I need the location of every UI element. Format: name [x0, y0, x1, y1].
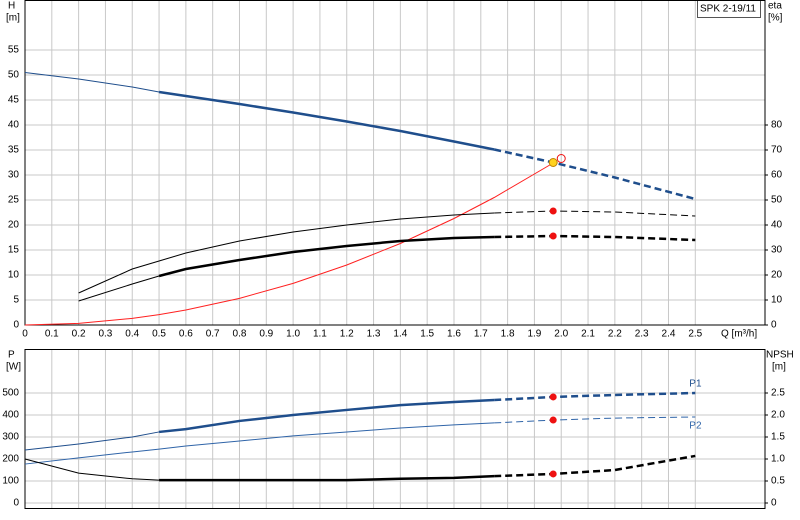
y2-tick-label: 20 — [771, 270, 783, 281]
curve — [494, 416, 696, 424]
y2-tick-label: 30 — [771, 245, 783, 256]
x-tick-label: 1.5 — [420, 329, 434, 340]
y2-tick-label: 2.0 — [771, 410, 785, 421]
x-tick-label: 0.3 — [98, 329, 112, 340]
duty-point — [549, 470, 557, 478]
curve — [494, 391, 696, 402]
y-tick-label: 400 — [2, 410, 19, 421]
y2-axis-label: eta — [768, 1, 782, 12]
curve — [494, 210, 696, 217]
x-tick-label: 0.1 — [45, 329, 59, 340]
curve — [494, 234, 696, 242]
y-tick-label: 25 — [8, 195, 20, 206]
x-tick-label: 0.5 — [152, 329, 166, 340]
y-tick-label: 300 — [2, 432, 19, 443]
plot-frame — [24, 349, 766, 509]
x-tick-label: 1.8 — [501, 329, 515, 340]
y2-tick-label: 0.5 — [771, 476, 785, 487]
y2-tick-label: 80 — [771, 120, 783, 131]
y-tick-label: 500 — [2, 388, 19, 399]
y-tick-label: 100 — [2, 476, 19, 487]
chart-title: SPK 2-19/11 — [700, 4, 756, 15]
curve — [159, 474, 495, 482]
x-tick-label: 0.9 — [259, 329, 273, 340]
curve — [78, 275, 160, 302]
x-axis-label: Q [m³/h] — [721, 329, 757, 340]
y2-axis-unit: [m] — [772, 362, 786, 373]
y-tick-label: 55 — [8, 45, 20, 56]
y-tick-label: 5 — [13, 295, 19, 306]
y-tick-label: 40 — [8, 120, 20, 131]
curve — [24, 422, 495, 465]
duty-point — [556, 154, 566, 163]
x-tick-label: 1.7 — [474, 329, 488, 340]
y2-tick-label: 0 — [771, 498, 777, 509]
curve — [493, 148, 696, 201]
x-tick-label: 1.0 — [286, 329, 300, 340]
curve — [158, 90, 495, 151]
y2-tick-label: 50 — [771, 195, 783, 206]
y2-axis-unit: [%] — [768, 13, 783, 24]
x-tick-label: 2.0 — [554, 329, 568, 340]
x-tick-label: 0.6 — [179, 329, 193, 340]
x-tick-label: 1.3 — [367, 329, 381, 340]
y-axis-label: P — [8, 350, 15, 361]
x-tick-label: 1.4 — [393, 329, 407, 340]
curve — [24, 72, 160, 93]
y2-tick-label: 60 — [771, 170, 783, 181]
series-label: P2 — [689, 421, 702, 432]
y-tick-label: 0 — [13, 320, 19, 331]
y-axis-label: H — [8, 1, 15, 12]
plot-frame — [24, 0, 766, 326]
y-tick-label: 20 — [8, 220, 20, 231]
y2-tick-label: 1.5 — [771, 432, 785, 443]
y2-axis-label: NPSH — [766, 350, 794, 361]
x-tick-label: 2.4 — [662, 329, 676, 340]
curve — [24, 431, 160, 451]
x-tick-label: 1.9 — [527, 329, 541, 340]
duty-point — [549, 416, 557, 424]
y2-tick-label: 1.0 — [771, 454, 785, 465]
x-tick-label: 2.1 — [581, 329, 595, 340]
x-tick-label: 0.4 — [125, 329, 139, 340]
duty-point — [549, 232, 557, 240]
curve — [494, 454, 696, 478]
x-tick-label: 1.1 — [313, 329, 327, 340]
x-tick-label: 0.8 — [233, 329, 247, 340]
x-tick-label: 0 — [22, 329, 28, 340]
duty-point — [549, 207, 557, 215]
y2-tick-label: 2.5 — [771, 388, 785, 399]
x-tick-label: 1.2 — [340, 329, 354, 340]
y-tick-label: 50 — [8, 70, 20, 81]
y-tick-label: 45 — [8, 95, 20, 106]
series-label: P1 — [689, 379, 702, 390]
duty-point — [548, 158, 558, 167]
y-axis-unit: [W] — [6, 362, 21, 373]
curve — [158, 235, 495, 278]
x-tick-label: 2.2 — [608, 329, 622, 340]
x-tick-label: 1.6 — [447, 329, 461, 340]
curve — [24, 458, 160, 481]
x-tick-label: 0.7 — [206, 329, 220, 340]
y-tick-label: 35 — [8, 145, 20, 156]
y-axis-unit: [m] — [6, 13, 20, 24]
curve — [78, 212, 495, 294]
y2-tick-label: 40 — [771, 220, 783, 231]
curve — [158, 398, 495, 434]
x-tick-label: 2.5 — [688, 329, 702, 340]
y2-tick-label: 70 — [771, 145, 783, 156]
y-tick-label: 200 — [2, 454, 19, 465]
y-tick-label: 10 — [8, 270, 20, 281]
x-tick-label: 2.3 — [635, 329, 649, 340]
duty-point — [549, 393, 557, 401]
y-tick-label: 30 — [8, 170, 20, 181]
y2-tick-label: 0 — [771, 320, 777, 331]
x-tick-label: 0.2 — [72, 329, 86, 340]
y2-tick-label: 10 — [771, 295, 783, 306]
y-tick-label: 15 — [8, 245, 20, 256]
y-tick-label: 0 — [13, 498, 19, 509]
